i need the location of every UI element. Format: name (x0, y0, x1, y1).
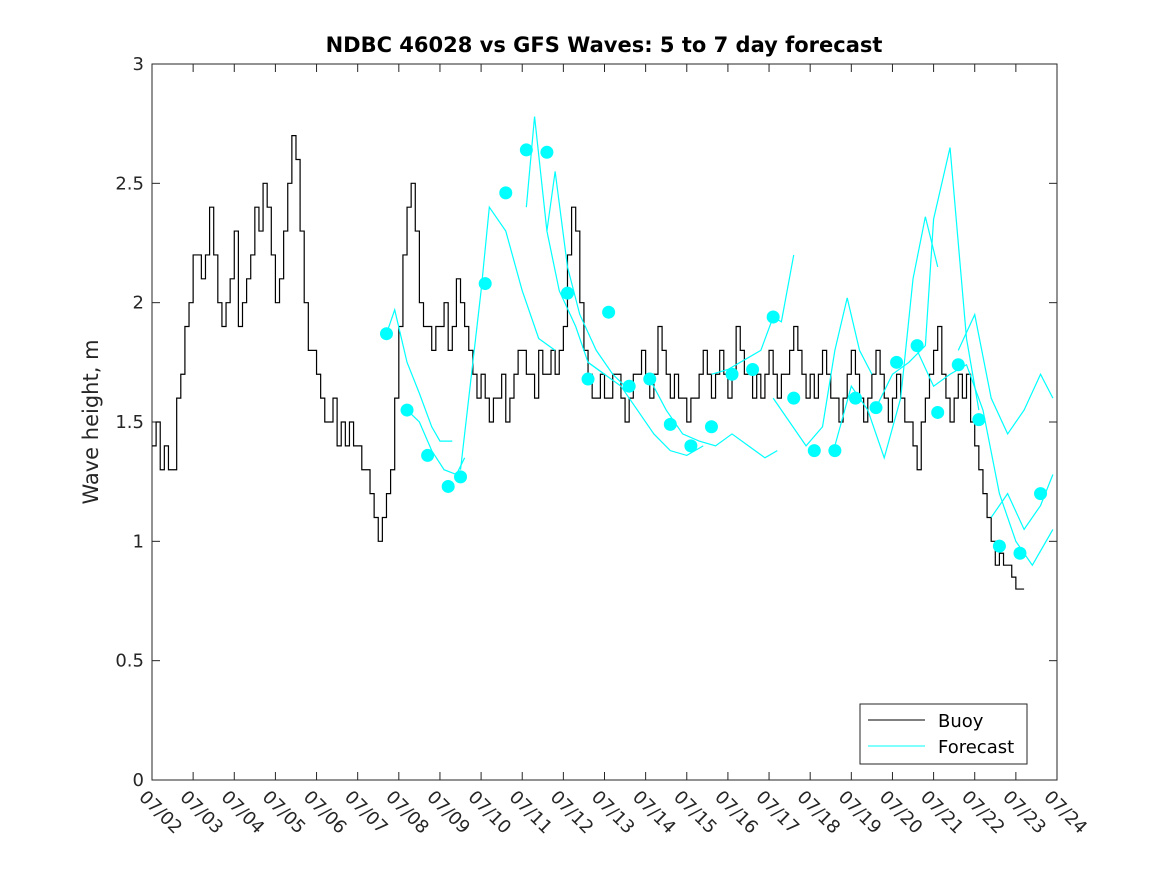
forecast-point (540, 145, 554, 159)
forecast-point (1013, 546, 1027, 560)
x-tick-label: 07/08 (381, 787, 433, 839)
forecast-point (684, 439, 698, 453)
forecast-point (1034, 487, 1048, 501)
x-tick-label: 07/11 (505, 787, 557, 839)
legend-forecast-label: Forecast (938, 737, 1014, 758)
series-forecast (379, 116, 1054, 567)
forecast-point (441, 479, 455, 493)
forecast-point (622, 379, 636, 393)
forecast-line (587, 361, 704, 457)
forecast-point (869, 401, 883, 415)
x-tick-label: 07/21 (916, 787, 968, 839)
x-tick-label: 07/13 (587, 787, 639, 839)
forecast-line (459, 205, 556, 470)
y-tick-label: 0 (133, 770, 144, 791)
x-tick-label: 07/19 (834, 787, 886, 839)
forecast-point (931, 405, 945, 419)
forecast-line (546, 171, 626, 387)
forecast-point (421, 448, 435, 462)
forecast-point (828, 444, 842, 458)
y-tick-label: 2 (133, 293, 144, 314)
legend: Buoy Forecast (859, 703, 1028, 765)
forecast-line (957, 312, 1054, 436)
forecast-point (787, 391, 801, 405)
forecast-point (454, 470, 468, 484)
y-axis-label: Wave height, m (79, 339, 103, 504)
x-tick-label: 07/22 (957, 787, 1009, 839)
forecast-line (875, 147, 980, 411)
x-tick-label: 07/18 (793, 787, 845, 839)
y-tick-label: 1 (133, 531, 144, 552)
forecast-line (772, 297, 873, 447)
x-tick-label: 07/07 (340, 787, 392, 839)
y-axis: 0 0.5 1 1.5 2 2.5 3 (115, 54, 1057, 791)
x-tick-label: 07/06 (299, 787, 351, 839)
y-tick-label: 3 (133, 54, 144, 75)
forecast-line (834, 216, 939, 460)
forecast-point (499, 186, 513, 200)
forecast-point (478, 277, 492, 291)
x-tick-label: 07/23 (998, 787, 1050, 839)
forecast-point (379, 327, 393, 341)
forecast-point (581, 372, 595, 386)
x-tick-label: 07/24 (1039, 787, 1091, 839)
x-tick-label: 07/09 (422, 787, 474, 839)
y-tick-label: 2.5 (115, 173, 144, 194)
x-tick-label: 07/16 (710, 787, 762, 839)
x-tick-label: 07/04 (217, 787, 269, 839)
y-tick-label: 0.5 (115, 651, 144, 672)
forecast-point (848, 391, 862, 405)
forecast-line (649, 378, 778, 459)
forecast-point (725, 367, 739, 381)
forecast-point (951, 358, 965, 372)
forecast-point (704, 420, 718, 434)
x-tick-label: 07/02 (134, 787, 186, 839)
x-tick-label: 07/15 (669, 787, 721, 839)
legend-buoy-label: Buoy (938, 711, 984, 732)
x-tick-label: 07/20 (875, 787, 927, 839)
forecast-point (643, 372, 657, 386)
forecast-line (916, 350, 1054, 567)
forecast-point (602, 305, 616, 319)
x-tick-label: 07/03 (176, 787, 228, 839)
forecast-point (890, 355, 904, 369)
forecast-point (910, 339, 924, 353)
x-tick-label: 07/14 (628, 787, 680, 839)
x-tick-label: 07/17 (752, 787, 804, 839)
forecast-point (746, 362, 760, 376)
chart-title: NDBC 46028 vs GFS Waves: 5 to 7 day fore… (326, 33, 883, 57)
forecast-point (663, 417, 677, 431)
forecast-point (807, 444, 821, 458)
forecast-line (385, 307, 453, 442)
x-tick-label: 07/12 (546, 787, 598, 839)
forecast-point (560, 286, 574, 300)
x-tick-label: 07/10 (464, 787, 516, 839)
forecast-point (972, 413, 986, 427)
forecast-point (400, 403, 414, 417)
y-tick-label: 1.5 (115, 412, 144, 433)
x-tick-label: 07/05 (258, 787, 310, 839)
forecast-point (766, 310, 780, 324)
forecast-point (992, 539, 1006, 553)
forecast-point (519, 143, 533, 157)
legend-box (859, 703, 1028, 765)
